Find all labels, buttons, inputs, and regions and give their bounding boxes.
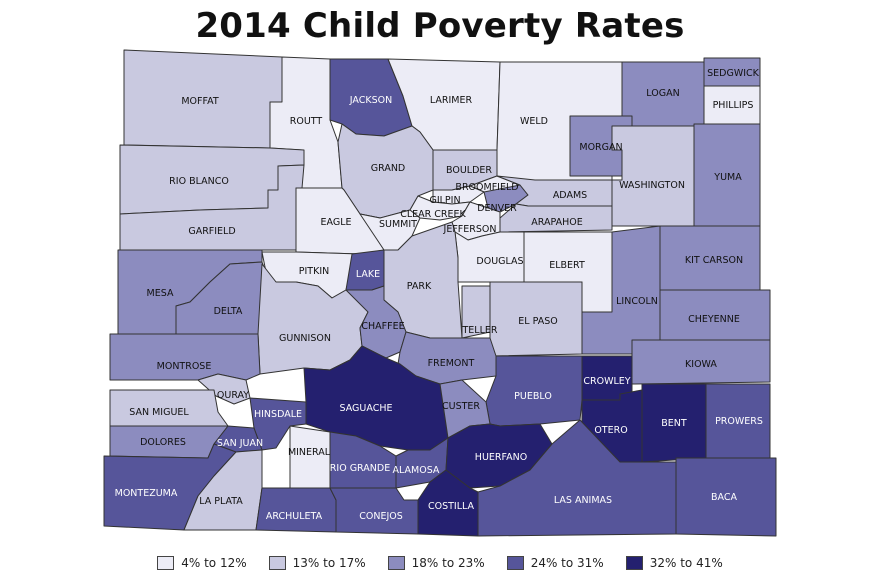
county-archuleta: [255, 487, 337, 533]
county-label: EAGLE: [321, 217, 352, 228]
county-label: OURAY: [217, 390, 249, 401]
county-label: GRAND: [371, 163, 406, 174]
county-label: ARAPAHOE: [531, 217, 582, 228]
county-montrose: [109, 333, 261, 381]
county-label: CHEYENNE: [688, 314, 740, 325]
county-label: SEDGWICK: [707, 68, 760, 79]
county-label: DELTA: [214, 306, 243, 317]
county-label: CHAFFEE: [361, 321, 404, 332]
legend-swatch: [506, 556, 524, 570]
legend-item: 24% to 31%: [506, 556, 604, 570]
county-label: MINERAL: [288, 447, 331, 458]
county-label: BROOMFIELD: [455, 182, 518, 193]
county-label: WELD: [520, 116, 548, 127]
county-label: CLEAR CREEK: [400, 209, 466, 220]
legend-item: 4% to 12%: [157, 556, 247, 570]
legend-label: 18% to 23%: [411, 556, 485, 570]
county-label: MONTEZUMA: [115, 488, 178, 499]
county-las-animas: [477, 419, 677, 537]
county-label: LOGAN: [646, 88, 679, 99]
legend-swatch: [157, 556, 175, 570]
county-fremont: [397, 331, 497, 385]
legend-label: 4% to 12%: [181, 556, 247, 570]
county-label: PUEBLO: [514, 391, 552, 402]
county-label: RIO BLANCO: [169, 176, 229, 187]
legend-item: 13% to 17%: [268, 556, 366, 570]
county-label: SAN MIGUEL: [129, 407, 189, 418]
legend-swatch: [625, 556, 643, 570]
county-label: MORGAN: [579, 142, 622, 153]
county-label: LAKE: [356, 269, 380, 280]
county-label: TELLER: [462, 325, 498, 336]
county-label: WASHINGTON: [619, 180, 685, 191]
county-label: DENVER: [477, 203, 517, 214]
legend-label: 32% to 41%: [649, 556, 723, 570]
county-label: ROUTT: [290, 116, 323, 127]
county-costilla: [417, 469, 479, 537]
county-label: BACA: [711, 492, 737, 503]
county-label: EL PASO: [518, 316, 557, 327]
county-label: ALAMOSA: [393, 465, 440, 476]
county-label: CROWLEY: [583, 376, 630, 387]
county-label: COSTILLA: [428, 501, 475, 512]
legend-swatch: [268, 556, 286, 570]
county-label: LARIMER: [430, 95, 473, 106]
county-label: SUMMIT: [379, 219, 417, 230]
county-label: SAN JUAN: [217, 438, 263, 449]
county-label: ELBERT: [549, 260, 585, 271]
county-label: LAS ANIMAS: [554, 495, 612, 506]
county-label: SAGUACHE: [340, 403, 393, 414]
legend-item: 18% to 23%: [387, 556, 485, 570]
county-label: HUERFANO: [475, 452, 527, 463]
county-label: FREMONT: [428, 358, 475, 369]
county-label: KIOWA: [685, 359, 717, 370]
county-label: PHILLIPS: [713, 100, 754, 111]
county-label: PROWERS: [715, 416, 763, 427]
county-label: HINSDALE: [254, 409, 302, 420]
county-el-paso: [489, 281, 583, 357]
county-label: LA PLATA: [199, 496, 243, 507]
county-label: CUSTER: [442, 401, 480, 412]
county-label: CONEJOS: [359, 511, 403, 522]
county-label: DOLORES: [140, 437, 186, 448]
legend-label: 24% to 31%: [530, 556, 604, 570]
county-label: BENT: [661, 418, 687, 429]
county-label: GUNNISON: [279, 333, 331, 344]
legend: 4% to 12% 13% to 17% 18% to 23% 24% to 3…: [0, 556, 880, 570]
county-label: DOUGLAS: [476, 256, 523, 267]
county-baca: [675, 457, 777, 537]
county-label: KIT CARSON: [685, 255, 743, 266]
county-garfield: [119, 164, 305, 251]
map-title: 2014 Child Poverty Rates: [195, 6, 685, 46]
county-label: GILPIN: [429, 195, 460, 206]
county-san-miguel: [109, 389, 229, 427]
county-label: YUMA: [713, 172, 742, 183]
county-label: ADAMS: [553, 190, 587, 201]
county-label: LINCOLN: [616, 296, 658, 307]
county-label: MOFFAT: [181, 96, 218, 107]
county-label: JEFFERSON: [443, 224, 497, 235]
legend-item: 32% to 41%: [625, 556, 723, 570]
county-label: OTERO: [594, 425, 627, 436]
county-label: RIO GRANDE: [330, 463, 390, 474]
county-label: PARK: [407, 281, 432, 292]
county-label: MESA: [147, 288, 174, 299]
county-label: GARFIELD: [188, 226, 235, 237]
county-label: MONTROSE: [157, 361, 212, 372]
county-label: ARCHULETA: [266, 511, 323, 522]
county-washington: [611, 125, 695, 227]
county-label: BOULDER: [446, 165, 492, 176]
legend-label: 13% to 17%: [292, 556, 366, 570]
county-label: PITKIN: [299, 266, 329, 277]
county-label: JACKSON: [349, 95, 392, 106]
legend-swatch: [387, 556, 405, 570]
